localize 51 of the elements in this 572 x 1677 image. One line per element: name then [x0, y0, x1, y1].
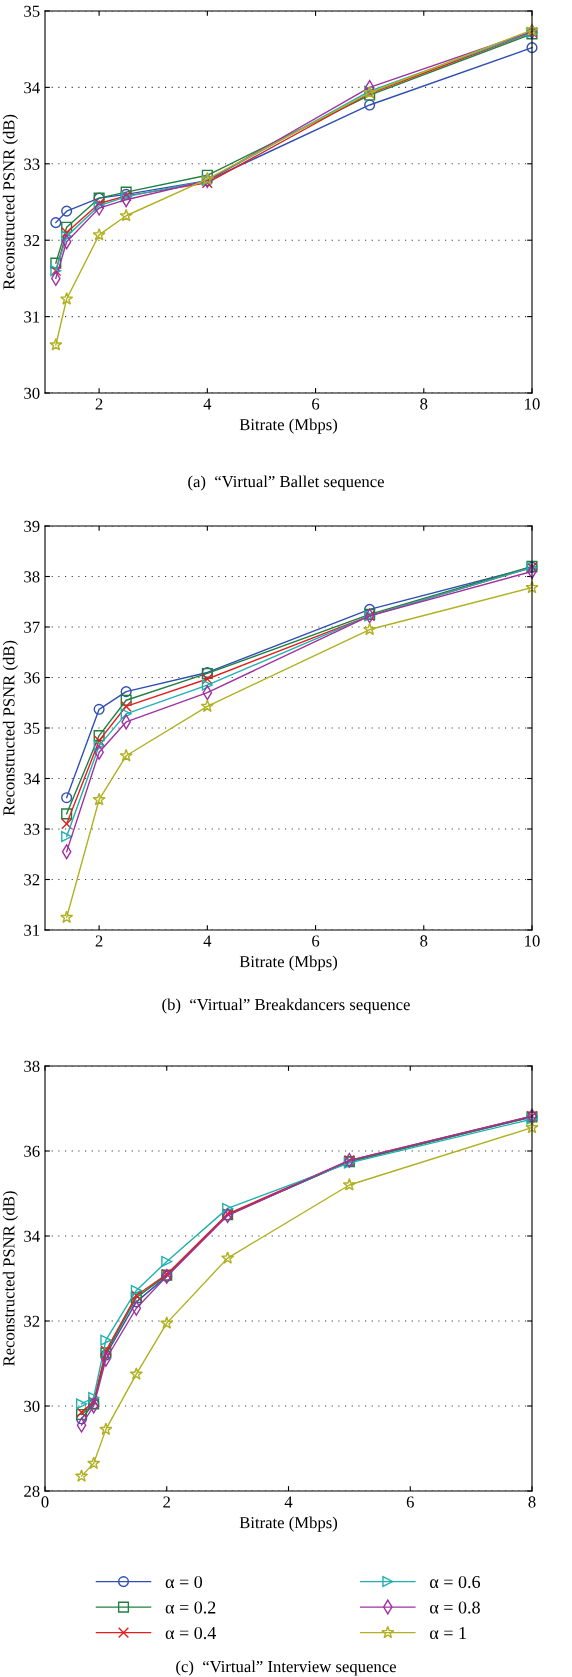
x-tick-label: 6 [312, 935, 320, 947]
y-tick-label: 38 [24, 571, 40, 583]
x-tick-label: 6 [406, 1496, 414, 1508]
y-axis-title: Reconstructed PSNR (dB) [2, 114, 18, 290]
x-tick-label: 2 [163, 1496, 170, 1508]
x-axis-title: Bitrate (Mbps) [239, 1516, 338, 1532]
y-tick-label: 34 [24, 773, 40, 785]
legend-label: α = 0.8 [430, 1601, 480, 1614]
y-tick-label: 30 [24, 387, 40, 399]
y-tick-label: 36 [24, 1145, 40, 1157]
y-tick-label: 28 [24, 1485, 40, 1497]
y-tick-label: 38 [24, 1060, 40, 1072]
y-tick-label: 36 [24, 672, 40, 684]
y-axis-title: Reconstructed PSNR (dB) [2, 1191, 18, 1366]
y-tick-label: 34 [24, 1230, 40, 1242]
y-tick-label: 33 [24, 158, 40, 170]
y-tick-label: 35 [24, 5, 40, 17]
text: (c) “Virtual” Interview sequence [176, 1660, 396, 1676]
legend-label: α = 0.2 [165, 1601, 216, 1614]
y-tick-label: 39 [24, 520, 40, 532]
legend-label: α = 0 [165, 1575, 203, 1589]
legend-label: α = 0.6 [430, 1575, 481, 1589]
x-tick-label: 8 [420, 935, 428, 947]
x-tick-label: 4 [203, 398, 212, 410]
y-tick-label: 34 [24, 82, 40, 94]
legend-label: α = 0.4 [165, 1626, 216, 1640]
y-tick-label: 33 [24, 823, 40, 835]
text: (a) “Virtual” Ballet sequence [188, 475, 384, 491]
text: (b) “Virtual” Breakdancers sequence [162, 998, 410, 1014]
x-tick-label: 4 [203, 935, 212, 947]
x-tick-label: 10 [525, 398, 540, 410]
x-axis-title: Bitrate (Mbps) [239, 418, 338, 434]
x-tick-label: 2 [95, 935, 103, 947]
x-tick-label: 8 [528, 1496, 536, 1508]
y-axis-title: Reconstructed PSNR (dB) [2, 640, 18, 816]
y-tick-label: 32 [24, 234, 40, 247]
y-tick-label: 30 [24, 1400, 40, 1412]
y-tick-label: 31 [24, 924, 40, 936]
y-tick-label: 31 [24, 311, 40, 323]
y-tick-label: 35 [24, 722, 40, 734]
x-tick-label: 8 [420, 398, 428, 410]
y-tick-label: 32 [24, 1315, 40, 1327]
y-tick-label: 32 [24, 874, 40, 886]
x-tick-label: 2 [95, 398, 103, 410]
x-tick-label: 6 [312, 398, 320, 410]
x-axis-title: Bitrate (Mbps) [239, 955, 338, 971]
x-tick-label: 0 [41, 1496, 49, 1508]
x-tick-label: 4 [284, 1496, 293, 1508]
y-tick-label: 37 [24, 621, 40, 633]
legend-label: α = 1 [430, 1626, 466, 1640]
x-tick-label: 10 [525, 935, 540, 947]
